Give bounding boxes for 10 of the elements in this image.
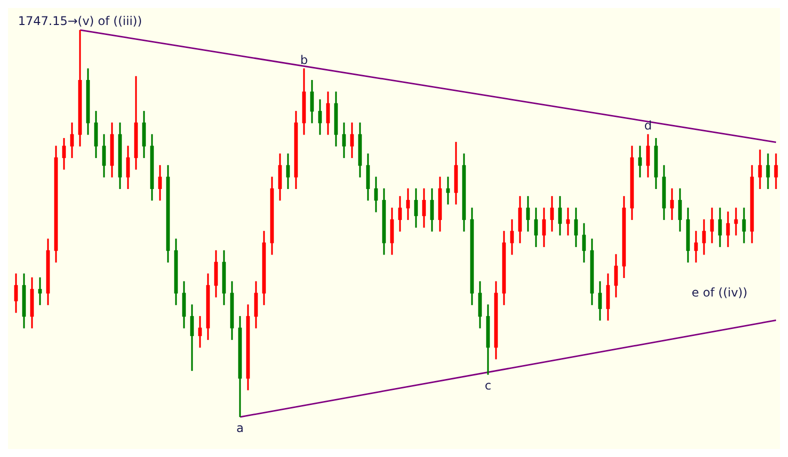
annotation: 1747.15→(v) of ((iii)) <box>18 14 142 28</box>
candlestick <box>38 277 42 306</box>
annotation: d <box>644 118 652 133</box>
annotation: a <box>236 421 244 436</box>
candlestick <box>734 208 738 236</box>
candlestick <box>566 208 570 236</box>
annotation: b <box>300 52 308 67</box>
annotation: c <box>484 378 492 393</box>
candlestick <box>446 176 450 204</box>
annotation: e of ((iv)) <box>692 285 748 300</box>
